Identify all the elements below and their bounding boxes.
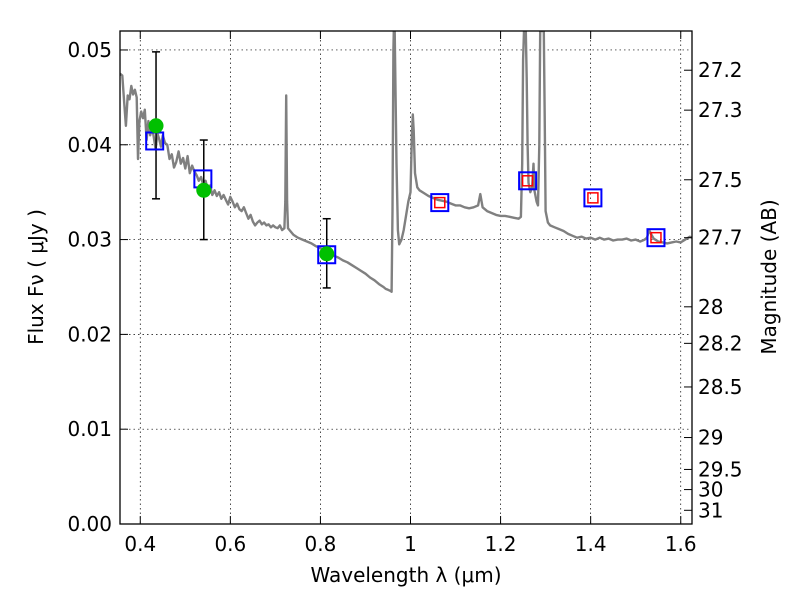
series-layer	[120, 31, 692, 293]
model-box-marker	[430, 193, 450, 213]
grid	[120, 31, 692, 525]
y-tick-label: 0.04	[67, 133, 112, 157]
right-axis-label: Magnitude (AB)	[757, 199, 781, 354]
magnitude-tick-label: 27.5	[698, 168, 743, 192]
magnitude-tick-label: 28.5	[698, 375, 743, 399]
spectrum-line	[120, 31, 692, 293]
model-inner-marker	[521, 175, 534, 187]
plot-frame	[119, 30, 693, 525]
y-tick-label: 0.01	[67, 417, 112, 441]
y-tick-label: 0.03	[67, 228, 112, 252]
x-tick-labels: 0.4 0.6 0.8 1 1.2 1.4 1.6	[124, 532, 696, 556]
magnitude-tick-label: 28	[698, 295, 723, 319]
y-tick-label: 0.00	[67, 512, 112, 536]
x-tick-label: 0.8	[305, 532, 337, 556]
observed-point	[196, 182, 212, 198]
model-box-marker	[317, 245, 337, 265]
model-box-marker	[646, 228, 666, 248]
model-box-marker	[518, 171, 538, 191]
x-axis-label: Wavelength λ (μm)	[310, 563, 501, 587]
magnitude-tick-label: 28.2	[698, 331, 743, 355]
x-tick-label: 1	[404, 532, 417, 556]
observed-point	[148, 118, 164, 134]
x-tick-label: 0.4	[124, 532, 156, 556]
y-axis-label: Flux Fν ( μJy )	[24, 209, 48, 345]
magnitude-tick-label: 27.7	[698, 226, 743, 250]
y-tick-label: 0.02	[67, 322, 112, 346]
magnitude-tick-label: 31	[698, 498, 723, 522]
magnitude-tick-label: 30	[698, 478, 723, 502]
model-box-marker	[583, 188, 603, 208]
observed-point	[319, 246, 335, 262]
x-tick-label: 1.2	[485, 532, 517, 556]
x-tick-label: 0.6	[214, 532, 246, 556]
magnitude-tick-label: 29	[698, 426, 723, 450]
magnitude-tick-label: 27.2	[698, 58, 743, 82]
y-tick-label: 0.05	[67, 38, 112, 62]
x-tick-label: 1.6	[665, 532, 697, 556]
magnitude-tick-label: 27.3	[698, 98, 743, 122]
model-inner-marker	[434, 196, 446, 209]
model-inner-marker	[587, 192, 599, 204]
magnitude-tick-label: 29.5	[698, 457, 743, 481]
markers	[145, 118, 666, 265]
plot-area	[120, 31, 692, 524]
x-tick-label: 1.4	[575, 532, 607, 556]
y-tick-labels: 0.00 0.01 0.02 0.03 0.04 0.05	[67, 38, 112, 536]
model-inner-marker	[650, 231, 662, 244]
ticks	[120, 31, 692, 525]
